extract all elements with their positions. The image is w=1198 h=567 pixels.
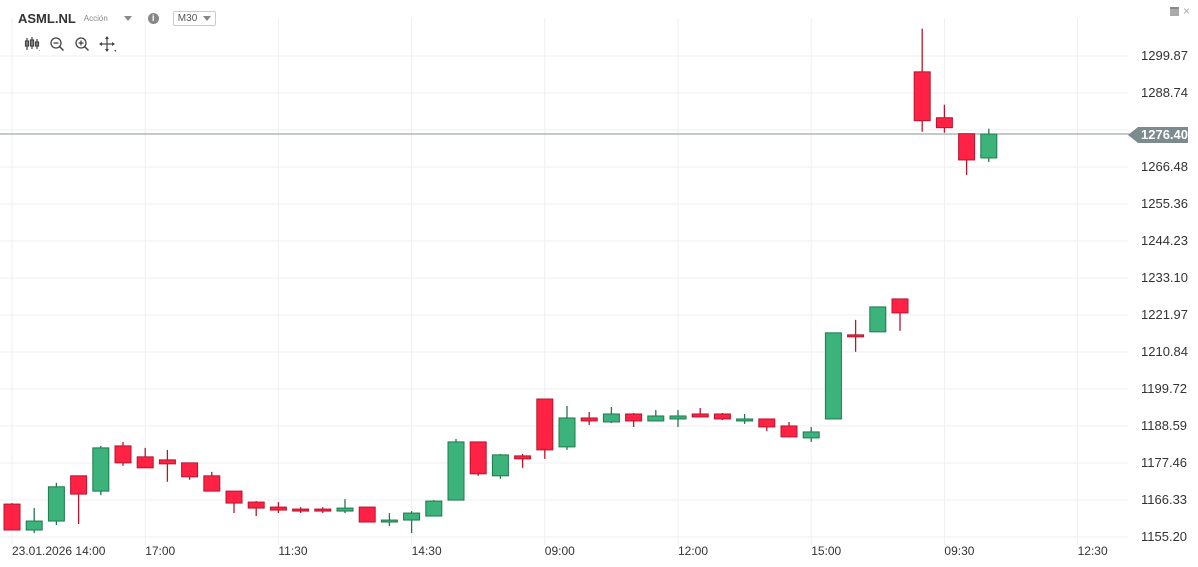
y-tick-label: 1299.87 [1140, 47, 1189, 63]
candle-down [358, 506, 376, 523]
candle-up [802, 431, 820, 439]
candle-down [713, 413, 731, 420]
y-tick-label: 1155.20 [1140, 529, 1189, 544]
symbol-dropdown-icon[interactable] [123, 16, 132, 21]
candle-down [3, 503, 21, 531]
candle-down [891, 298, 909, 314]
y-tick-label: 1166.33 [1140, 491, 1189, 507]
candle-down [203, 475, 221, 492]
x-tick-label: 09:00 [544, 544, 575, 558]
y-tick-label: 1177.46 [1140, 454, 1189, 470]
candle-down [758, 418, 776, 428]
candle-down [469, 441, 487, 475]
minimize-icon[interactable] [1169, 6, 1179, 16]
candle-down [514, 455, 532, 460]
candle-up [647, 415, 665, 422]
candle-up [336, 507, 354, 512]
zoom-in-icon[interactable] [74, 36, 90, 52]
candle-up [869, 306, 887, 333]
info-icon[interactable]: i [147, 13, 159, 24]
candle-down [780, 425, 798, 438]
candle-down [269, 506, 287, 511]
candle-down [935, 117, 953, 129]
x-tick-label: 11:30 [278, 544, 308, 558]
y-tick-label: 1255.36 [1140, 195, 1189, 211]
y-tick-label: 1210.84 [1140, 343, 1189, 359]
candle-down [181, 462, 199, 478]
candle-down [114, 445, 132, 464]
candle-up [92, 447, 110, 492]
instrument-type-label: Acción [83, 14, 108, 23]
y-tick-label: 1188.59 [1140, 417, 1189, 433]
timeframe-select[interactable]: M30 [172, 11, 217, 26]
candle-down [625, 413, 643, 422]
candle-down [314, 508, 332, 512]
candle-down [136, 456, 154, 469]
candle-down [247, 501, 265, 509]
candle-up [824, 332, 842, 420]
candlestick-chart-type-icon[interactable] [24, 36, 41, 52]
x-tick-label: 15:00 [811, 544, 842, 558]
candle-up [558, 417, 576, 448]
y-tick-label: 1199.72 [1140, 380, 1189, 396]
candle-up [447, 441, 465, 501]
x-tick-label: 14:30 [411, 544, 442, 558]
x-tick-label: 12:00 [678, 544, 709, 558]
chart-toolbar [24, 36, 116, 52]
candle-up [25, 520, 43, 531]
symbol-label[interactable]: ASML.NL [18, 11, 76, 26]
candle-up [980, 133, 998, 159]
candle-up [380, 519, 398, 523]
x-tick-label: 09:30 [944, 544, 975, 558]
y-tick-label: 1288.74 [1140, 84, 1189, 100]
candle-down [580, 417, 598, 422]
y-tick-label: 1244.23 [1140, 232, 1189, 248]
chevron-down-icon [203, 16, 212, 21]
candle-down [691, 413, 709, 418]
chart-header: ASML.NL Acción i M30 [18, 11, 217, 26]
y-tick-label: 1221.97 [1140, 306, 1189, 322]
candle-up [491, 454, 509, 477]
x-tick-label: 17:00 [145, 544, 176, 558]
candle-down [158, 459, 176, 465]
candle-up [403, 512, 421, 521]
candle-up [425, 500, 443, 517]
candle-down [70, 475, 88, 495]
zoom-out-icon[interactable] [49, 36, 65, 52]
candle-down [847, 334, 865, 338]
candle-down [536, 398, 554, 451]
candle-up [736, 418, 754, 422]
candle-down [913, 71, 931, 122]
current-price-tag: 1276.40 [1128, 127, 1188, 143]
x-tick-label: 12:30 [1077, 544, 1108, 558]
window-controls: × [1169, 4, 1190, 18]
close-icon[interactable]: × [1182, 4, 1190, 18]
candle-down [292, 508, 310, 512]
candle-down [225, 490, 243, 504]
x-tick-label: 23.01.2026 14:00 [12, 544, 106, 558]
timeframe-value: M30 [177, 13, 198, 24]
y-tick-label: 1233.10 [1140, 269, 1189, 285]
y-tick-label: 1266.48 [1140, 158, 1189, 174]
move-crosshair-icon[interactable] [99, 36, 116, 52]
candle-down [958, 133, 976, 161]
candle-up [47, 486, 65, 522]
candle-up [669, 415, 687, 420]
candle-up [602, 413, 620, 423]
